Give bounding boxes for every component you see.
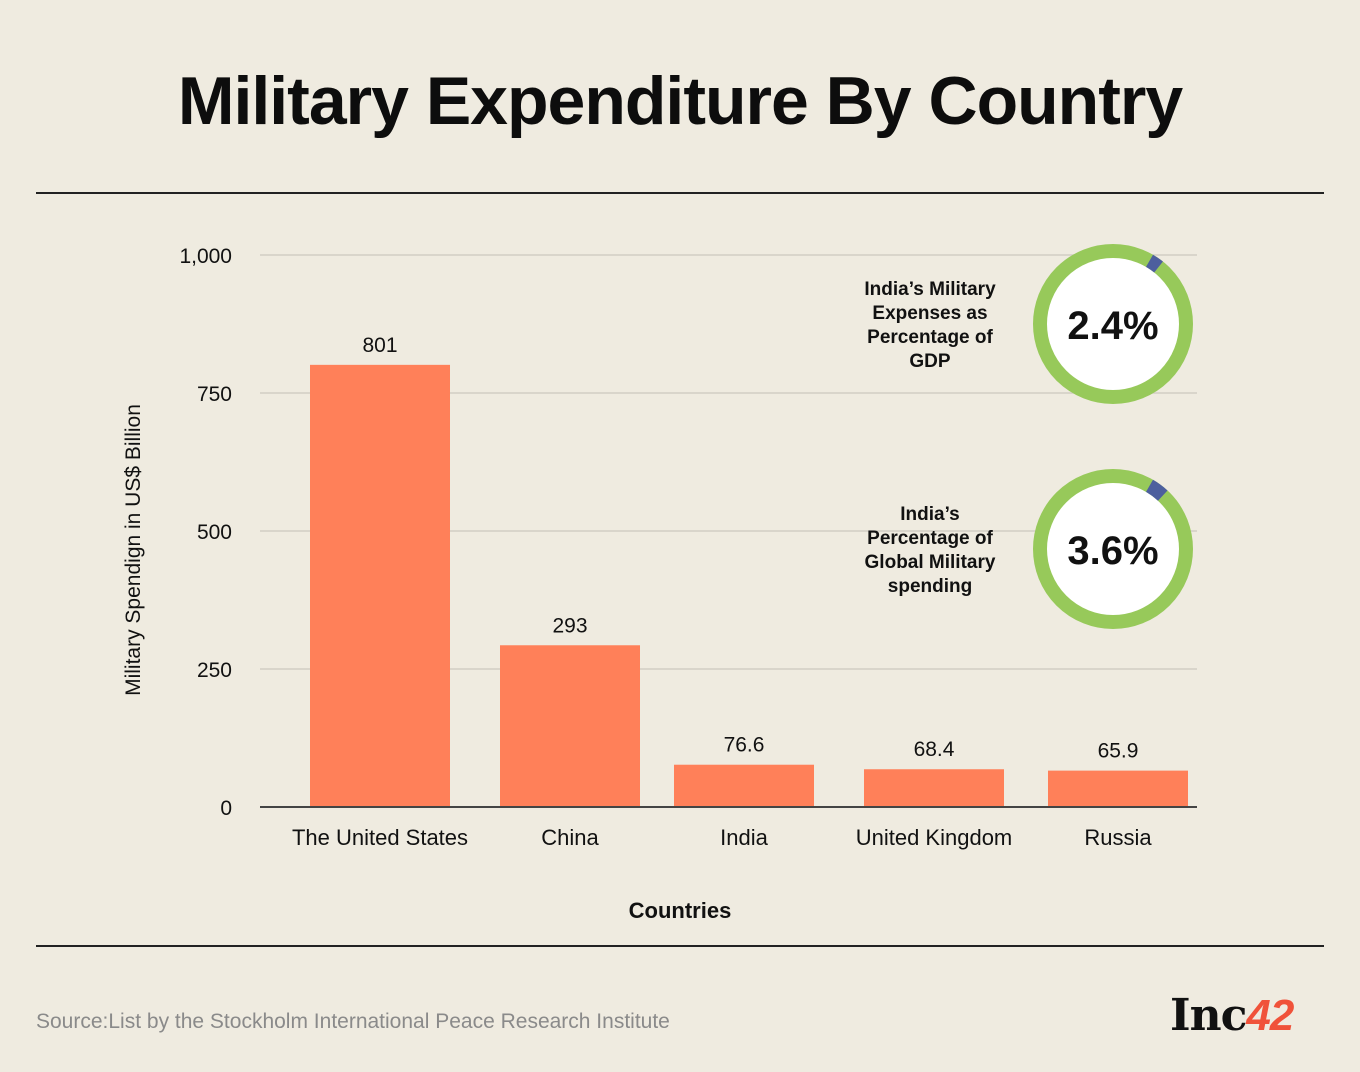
- donut-highlight-arc: [1145, 479, 1168, 501]
- bar: [1048, 770, 1188, 806]
- callout-label-line: GDP: [909, 351, 951, 372]
- top-divider: [36, 192, 1324, 194]
- donut-value: 2.4%: [1067, 304, 1158, 348]
- bar-layer: [310, 364, 1188, 806]
- x-tick-label: Russia: [1084, 825, 1152, 850]
- chart-title: Military Expenditure By Country: [177, 63, 1183, 139]
- logo-text: Inc: [1170, 990, 1247, 1041]
- y-tick-label: 500: [197, 521, 232, 544]
- data-label: 801: [362, 334, 397, 357]
- source-note: Source:List by the Stockholm Internation…: [36, 1010, 670, 1033]
- y-tick-label: 750: [197, 383, 232, 406]
- bar: [310, 364, 450, 806]
- callout-label-line: Expenses as: [872, 303, 987, 324]
- logo-number: 42: [1246, 991, 1294, 1040]
- label-layer: 0 250 500 750 1,000 801 The United States 293 Ch…: [179, 245, 1152, 850]
- callout-label-line: India’s: [900, 504, 959, 525]
- y-tick-label: 1,000: [179, 245, 232, 268]
- callout-label-line: spending: [888, 576, 972, 597]
- y-axis-label: Military Spendign in US$ Billion: [122, 404, 145, 696]
- x-tick-label: India: [720, 825, 768, 850]
- callout-label-line: Percentage of: [867, 528, 993, 549]
- donut-ring: [1033, 244, 1193, 404]
- donut-ring: [1033, 469, 1193, 629]
- x-axis-label: Countries: [629, 898, 732, 923]
- data-label: 68.4: [914, 738, 955, 761]
- callout-label-line: India’s Military: [864, 279, 996, 300]
- x-tick-label: United Kingdom: [856, 825, 1013, 850]
- bar: [674, 764, 814, 806]
- callout-label-line: Global Military: [865, 552, 996, 573]
- bar: [500, 645, 640, 806]
- x-tick-label: The United States: [292, 825, 468, 850]
- x-tick-label: China: [541, 825, 599, 850]
- bottom-divider: [36, 945, 1324, 947]
- data-label: 76.6: [724, 734, 765, 757]
- data-label: 65.9: [1098, 740, 1139, 763]
- y-tick-label: 250: [197, 659, 232, 682]
- callout-label-line: Percentage of: [867, 327, 993, 348]
- donut-highlight-arc: [1145, 254, 1163, 273]
- donut-value: 3.6%: [1067, 529, 1158, 573]
- inc42-logo: Inc42: [1170, 990, 1294, 1041]
- y-tick-label: 0: [220, 797, 232, 820]
- callout-layer: 2.4% India’s Military Expenses as Percentag…: [864, 244, 1193, 629]
- bar: [864, 769, 1004, 806]
- data-label: 293: [552, 614, 587, 637]
